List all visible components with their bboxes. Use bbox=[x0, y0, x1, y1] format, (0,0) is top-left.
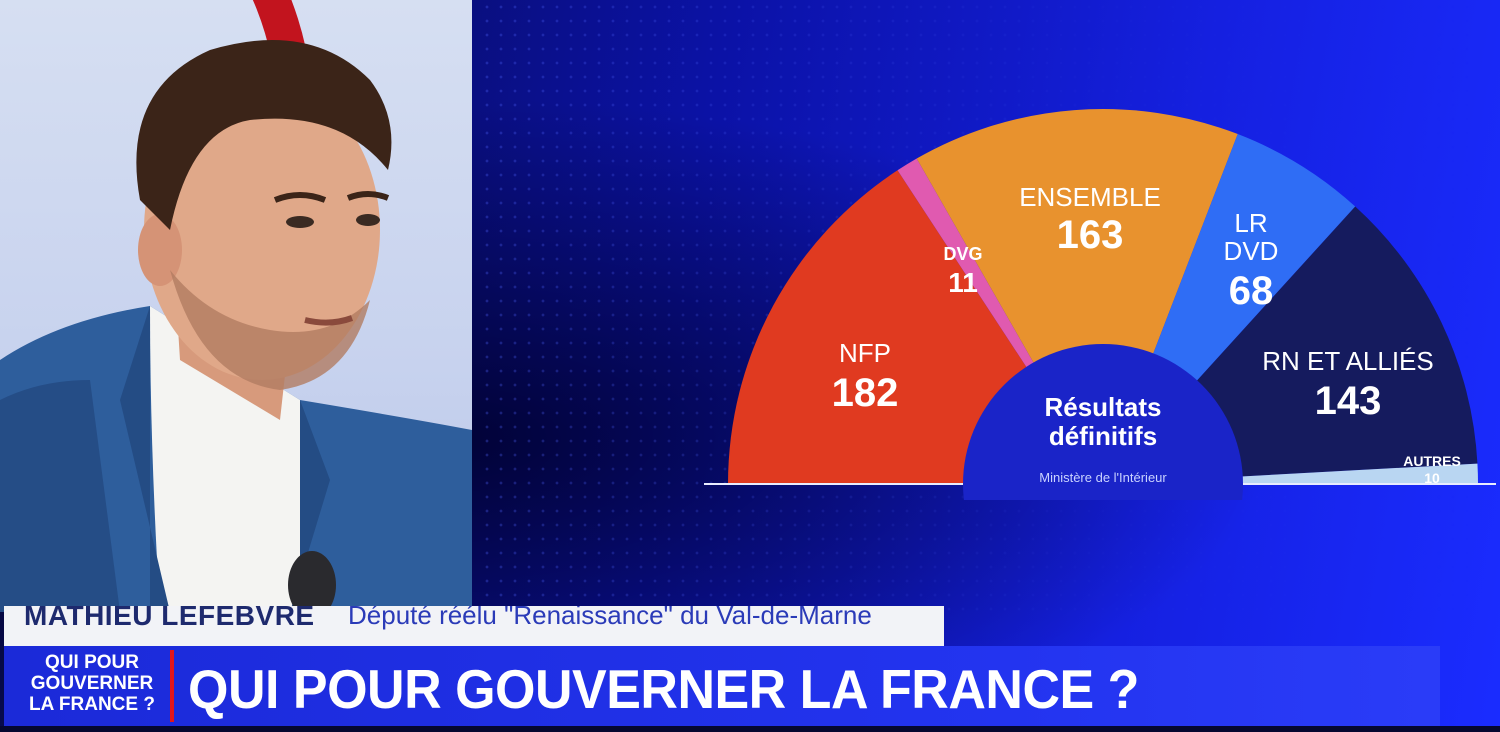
guest-jacket-shadow bbox=[0, 380, 120, 612]
show-logo-line2: GOUVERNER bbox=[30, 673, 154, 694]
value-ensemble: 163 bbox=[1057, 213, 1124, 257]
value-rn: 143 bbox=[1315, 379, 1382, 423]
label-lr: LR bbox=[1234, 208, 1267, 238]
bottom-strip bbox=[0, 726, 1500, 732]
guest-eye-right bbox=[356, 214, 380, 226]
lapel-microphone bbox=[288, 551, 336, 612]
guest-video-panel bbox=[0, 0, 472, 612]
chart-center-hole bbox=[963, 344, 1243, 500]
label-nfp: NFP bbox=[839, 338, 891, 368]
guest-title: Député réélu "Renaissance" du Val-de-Mar… bbox=[348, 606, 872, 630]
label-dvg: DVG bbox=[943, 244, 982, 264]
headline-bar: QUI POUR GOUVERNER LA FRANCE ? QUI POUR … bbox=[4, 646, 1440, 726]
guest-figure bbox=[0, 40, 472, 612]
guest-name-strap: MATHIEU LEFEBVRE Député réélu "Renaissan… bbox=[4, 606, 944, 646]
guest-lapel-left bbox=[120, 306, 170, 612]
chart-source: Ministère de l'Intérieur bbox=[1039, 470, 1167, 485]
center-label-line1: Résultats bbox=[1044, 392, 1161, 422]
label-rn: RN ET ALLIÉS bbox=[1262, 346, 1434, 376]
guest-name: MATHIEU LEFEBVRE bbox=[24, 606, 315, 631]
logo-divider bbox=[170, 650, 174, 722]
center-label-line2: définitifs bbox=[1049, 421, 1157, 451]
guest-eye-left bbox=[286, 216, 314, 228]
label-dvd: DVD bbox=[1224, 236, 1279, 266]
value-lr-dvd: 68 bbox=[1229, 269, 1274, 313]
show-logo-line1: QUI POUR bbox=[45, 652, 139, 673]
slice-ensemble bbox=[916, 108, 1238, 485]
show-logo: QUI POUR GOUVERNER LA FRANCE ? bbox=[22, 652, 162, 720]
value-dvg: 11 bbox=[948, 267, 978, 298]
guest-hair bbox=[136, 40, 392, 230]
guest-mouth bbox=[304, 315, 354, 326]
headline: QUI POUR GOUVERNER LA FRANCE ? bbox=[188, 659, 1139, 721]
value-nfp: 182 bbox=[832, 371, 899, 415]
label-autres: AUTRES bbox=[1403, 453, 1461, 469]
guest-ear bbox=[138, 214, 182, 286]
value-autres: 10 bbox=[1424, 470, 1440, 486]
seat-distribution-chart: Résultats définitifs Ministère de l'Inté… bbox=[704, 108, 1496, 500]
guest-brow bbox=[273, 191, 390, 203]
label-ensemble: ENSEMBLE bbox=[1019, 182, 1161, 212]
guest-beard bbox=[170, 270, 370, 390]
show-logo-line3: LA FRANCE ? bbox=[29, 694, 155, 715]
